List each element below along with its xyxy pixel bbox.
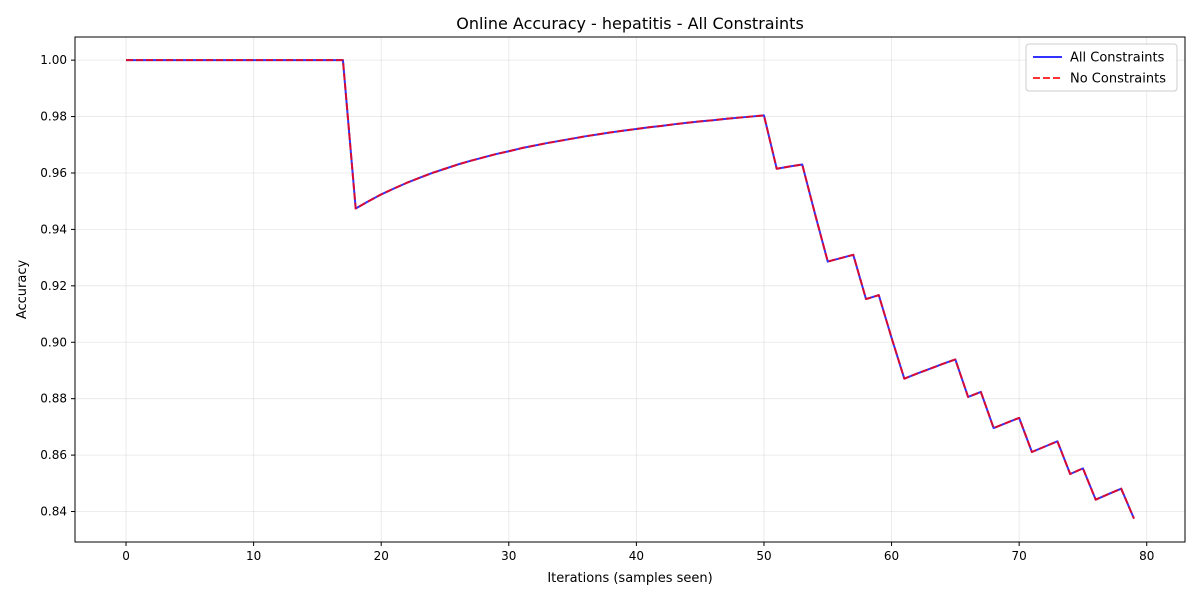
y-tick-label: 0.88: [40, 392, 67, 406]
legend-label: All Constraints: [1070, 51, 1165, 66]
legend-box: [1025, 43, 1178, 92]
y-tick-label: 0.94: [40, 222, 67, 236]
legend: All Constraints No Constraints: [1025, 43, 1178, 92]
x-tick-label: 20: [374, 549, 389, 563]
x-tick-label: 0: [122, 549, 130, 563]
legend-entries: All Constraints No Constraints: [1033, 51, 1166, 87]
series-line-no-constraints: [126, 59, 1135, 519]
grid: [75, 37, 1185, 542]
series-layer: [126, 59, 1135, 519]
y-tick-label: 0.90: [40, 335, 67, 349]
x-tick-label: 30: [501, 549, 516, 563]
y-axis-label: Accuracy: [15, 260, 30, 320]
x-tick-label: 70: [1011, 549, 1026, 563]
chart-title: Online Accuracy - hepatitis - All Constr…: [456, 14, 804, 33]
x-tick-label: 40: [629, 549, 644, 563]
y-axis: 0.84 0.86 0.88 0.90 0.92 0.94 0.96 0.98 1.00: [40, 53, 75, 519]
y-tick-label: 0.92: [40, 279, 67, 293]
y-tick-label: 0.98: [40, 110, 67, 124]
y-tick-label: 0.86: [40, 448, 67, 462]
y-tick-label: 0.84: [40, 505, 67, 519]
plot-area-frame: [74, 36, 1186, 543]
y-tick-label: 1.00: [40, 53, 67, 67]
x-tick-label: 80: [1139, 549, 1154, 563]
y-tick-label: 0.96: [40, 166, 67, 180]
legend-label: No Constraints: [1070, 72, 1166, 87]
x-tick-label: 50: [756, 549, 771, 563]
x-tick-label: 10: [246, 549, 261, 563]
x-axis-label: Iterations (samples seen): [547, 571, 712, 586]
x-axis: 0 10 20 30 40 50 60 70 80: [122, 542, 1154, 563]
x-tick-label: 60: [884, 549, 899, 563]
